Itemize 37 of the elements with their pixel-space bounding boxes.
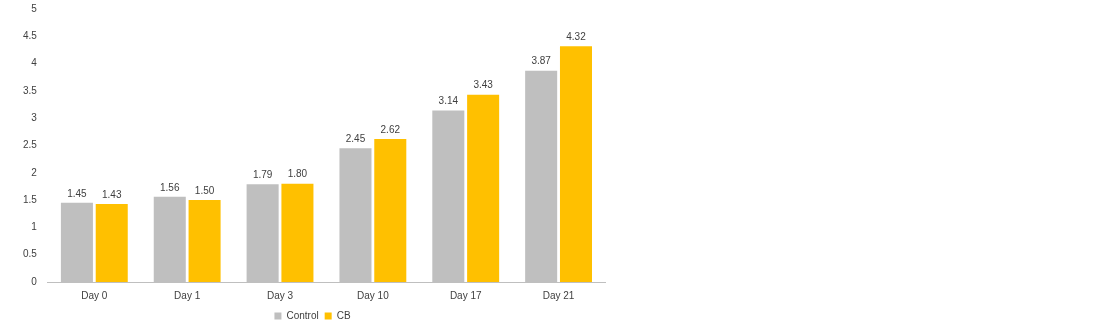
data-label: 2.62 [380, 123, 401, 135]
data-label: 3.43 [473, 79, 494, 91]
data-label: 1.43 [102, 188, 122, 200]
y-tick-label: 3.5 [23, 84, 38, 96]
y-tick-label: 4.5 [23, 30, 38, 42]
legend-label: Control [286, 309, 319, 321]
x-tick-label: Day 3 [266, 289, 294, 301]
bar [559, 46, 592, 282]
bar [95, 203, 128, 282]
bar [374, 138, 407, 282]
y-tick-label: 0 [31, 275, 38, 287]
y-tick-label: 2.5 [23, 139, 38, 151]
bar [281, 183, 314, 282]
bar [188, 200, 221, 282]
y-tick-label: 1 [31, 221, 38, 233]
data-label: 1.56 [160, 181, 180, 193]
data-label: 1.79 [252, 169, 273, 181]
data-label: 1.45 [67, 187, 88, 199]
data-label: 1.50 [194, 184, 215, 196]
x-tick-label: Day 17 [449, 289, 482, 301]
y-tick-label: 3 [31, 111, 38, 123]
data-label: 3.14 [438, 95, 459, 107]
x-tick-label: Day 1 [174, 289, 201, 301]
data-label: 2.45 [345, 132, 366, 144]
legend-label: CB [336, 309, 351, 321]
data-label: 1.80 [287, 168, 308, 180]
y-tick-label: 0.5 [23, 248, 38, 260]
bar [467, 94, 500, 282]
y-tick-label: 2 [31, 166, 38, 178]
data-label: 3.87 [531, 55, 552, 67]
x-tick-label: Day 21 [542, 289, 575, 301]
y-tick-label: 1.5 [23, 193, 38, 205]
data-label: 4.32 [566, 30, 587, 42]
y-tick-label: 4 [31, 57, 38, 69]
x-tick-label: Day 10 [357, 289, 390, 301]
y-tick-label: 5 [31, 2, 38, 14]
x-tick-label: Day 0 [81, 289, 108, 301]
